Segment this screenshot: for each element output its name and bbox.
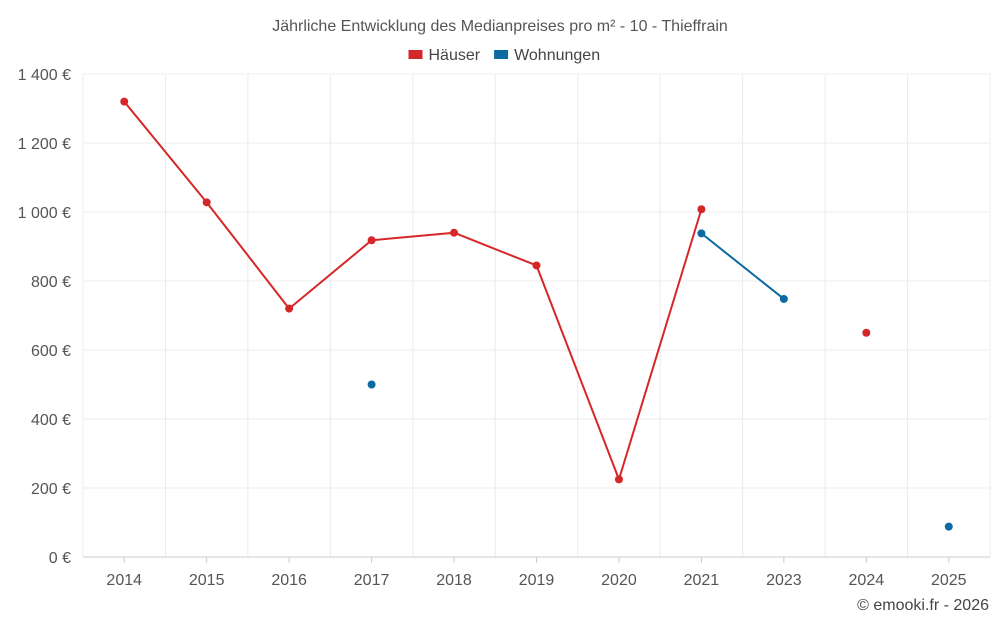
x-tick-label: 2025 [931,572,967,589]
legend-label: Häuser [429,47,481,64]
data-point[interactable] [779,294,788,303]
data-point[interactable] [202,198,211,207]
data-point[interactable] [697,205,706,214]
series-häuser [120,97,871,484]
data-point[interactable] [120,97,129,106]
x-tick-label: 2023 [766,572,802,589]
x-tick-label: 2015 [189,572,225,589]
series-line [123,100,703,481]
y-tick-label: 1 400 € [18,67,71,84]
series-wohnungen [367,229,953,531]
data-point[interactable] [614,475,623,484]
x-tick-label: 2021 [684,572,720,589]
x-tick-label: 2016 [271,572,307,589]
x-tick-label: 2014 [106,572,142,589]
y-tick-label: 600 € [31,343,71,360]
data-point[interactable] [450,228,459,237]
legend-swatch [494,50,509,59]
x-tick-label: 2024 [849,572,885,589]
x-tick-label: 2019 [519,572,555,589]
legend-item-wohnungen[interactable]: Wohnungen [494,47,600,64]
y-tick-label: 1 200 € [18,136,71,153]
legend-label: Wohnungen [514,47,600,64]
data-point[interactable] [697,229,706,238]
data-point[interactable] [367,380,376,389]
x-tick-label: 2020 [601,572,637,589]
data-point[interactable] [367,236,376,245]
series-layer [120,97,953,531]
y-tick-label: 800 € [31,274,71,291]
copyright-footer: © emooki.fr - 2026 [857,597,989,614]
data-point[interactable] [862,328,871,337]
legend-swatch [408,50,423,59]
legend-item-häuser[interactable]: Häuser [408,47,481,64]
data-point[interactable] [532,261,541,270]
x-tick-label: 2017 [354,572,390,589]
y-tick-label: 200 € [31,481,71,498]
chart-title: Jährliche Entwicklung des Medianpreises … [272,18,728,35]
series-line [700,232,785,300]
y-tick-label: 1 000 € [18,205,71,222]
y-tick-label: 400 € [31,412,71,429]
grid [82,73,991,557]
data-point[interactable] [285,304,294,313]
x-tick-label: 2018 [436,572,472,589]
legend[interactable]: Häuser Wohnungen [408,47,601,64]
y-tick-label: 0 € [49,550,71,567]
axes: 0 € 200 € 400 € 600 € 800 € 1 000 € 1 200 € 1 4… [18,67,990,589]
data-point[interactable] [944,522,953,531]
